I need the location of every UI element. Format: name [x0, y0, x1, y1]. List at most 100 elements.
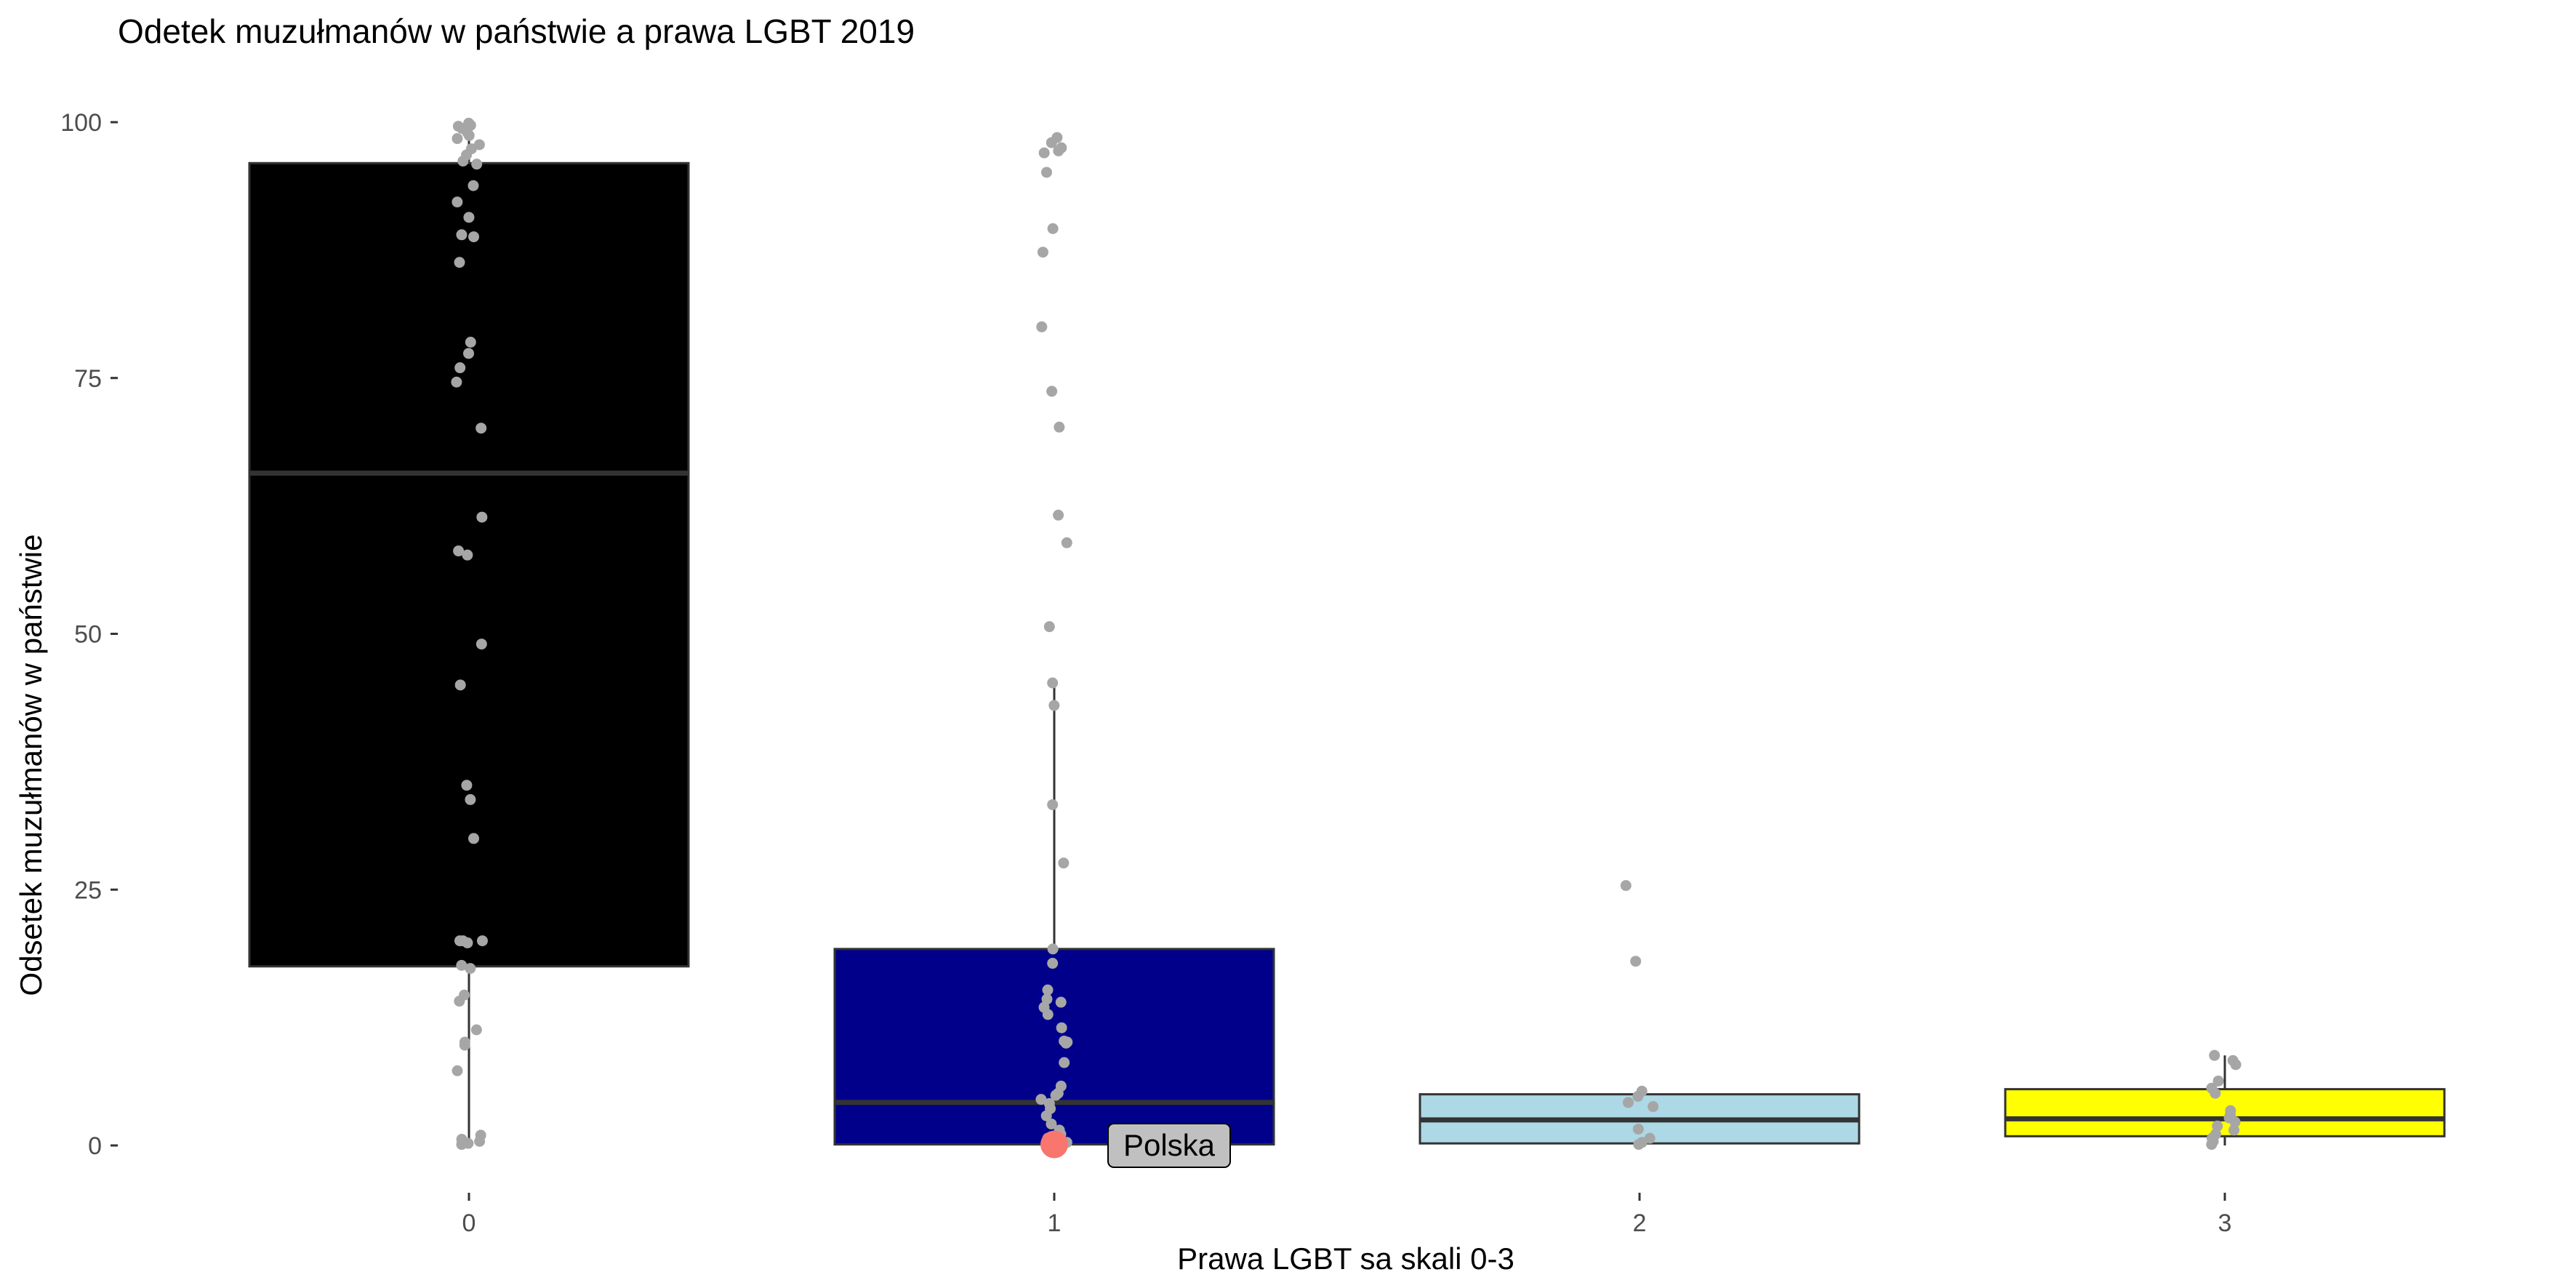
box: [2004, 1088, 2446, 1137]
data-point: [1058, 857, 1070, 869]
data-point: [1047, 958, 1059, 969]
y-tick-label: 0: [88, 1132, 102, 1160]
box: [248, 161, 690, 968]
data-point: [1036, 321, 1048, 332]
data-point: [457, 155, 469, 167]
data-point: [470, 1024, 482, 1036]
data-point: [1047, 677, 1059, 689]
data-point: [1041, 993, 1053, 1005]
data-point: [463, 212, 475, 223]
data-point: [1035, 1094, 1047, 1105]
data-point: [2206, 1139, 2218, 1151]
data-point: [476, 935, 488, 947]
data-point: [1630, 956, 1642, 967]
data-point: [1048, 700, 1060, 711]
data-point: [1620, 880, 1632, 892]
data-point: [1042, 1009, 1054, 1020]
data-point: [452, 1065, 463, 1076]
highlight-label-box: [1107, 1123, 1231, 1168]
data-point: [1648, 1101, 1659, 1113]
data-point: [454, 996, 465, 1007]
box: [833, 948, 1275, 1146]
data-point: [1040, 1110, 1052, 1121]
data-point: [1632, 1123, 1644, 1135]
chart-title: Odetek muzułmanów w państwie a prawa LGB…: [118, 12, 915, 50]
data-point: [468, 231, 480, 243]
data-point: [2212, 1075, 2224, 1087]
data-point: [1633, 1139, 1645, 1151]
data-point: [456, 229, 468, 241]
data-point: [1043, 621, 1055, 633]
data-point: [2209, 1049, 2220, 1061]
data-point: [1041, 167, 1053, 178]
data-point: [1060, 1037, 1072, 1049]
data-point: [465, 793, 476, 805]
data-point: [459, 1039, 470, 1051]
data-point: [465, 963, 476, 975]
data-point: [476, 423, 487, 434]
highlight-point: [1040, 1130, 1068, 1159]
data-point: [1046, 1118, 1057, 1129]
data-point: [2229, 1116, 2241, 1128]
data-point: [2230, 1059, 2242, 1071]
data-point: [465, 337, 476, 348]
data-point: [476, 511, 488, 523]
y-tick-label: 75: [74, 365, 102, 393]
data-point: [463, 129, 475, 141]
data-point: [1054, 421, 1065, 433]
x-axis: 0 1 2 3: [462, 1193, 2232, 1237]
data-point: [462, 937, 473, 948]
data-point: [1047, 943, 1059, 955]
data-point: [2228, 1124, 2240, 1136]
highlight-annotation: Polska: [1040, 1123, 1231, 1168]
data-point: [454, 679, 466, 691]
data-point: [2212, 1120, 2223, 1132]
y-axis: 0 25 50 75 100: [60, 109, 118, 1160]
data-point: [463, 348, 475, 359]
data-point: [454, 257, 465, 268]
y-tick-label: 25: [74, 876, 102, 904]
data-point: [456, 959, 468, 971]
data-point: [1055, 996, 1067, 1008]
data-point: [1053, 145, 1064, 156]
data-point: [1047, 223, 1059, 234]
data-point: [1037, 247, 1048, 258]
data-point: [1046, 385, 1058, 397]
data-point: [1053, 509, 1064, 521]
data-point: [2210, 1087, 2221, 1099]
y-axis-title: Odsetek muzułmanów w państwie: [14, 535, 48, 996]
data-point: [1038, 147, 1050, 159]
data-point: [453, 545, 465, 557]
data-point: [1050, 1089, 1062, 1101]
x-axis-title: Prawa LGBT sa skali 0-3: [1177, 1241, 1514, 1276]
data-point: [451, 376, 462, 388]
data-point: [1056, 1022, 1067, 1033]
data-point: [468, 180, 479, 191]
data-point: [476, 639, 487, 650]
data-point: [1061, 537, 1072, 548]
data-point: [1046, 137, 1057, 148]
data-point: [1047, 799, 1059, 810]
y-tick-label: 50: [74, 621, 102, 649]
data-point: [1632, 1090, 1644, 1102]
boxplots: [248, 123, 2446, 1146]
x-tick-label: 1: [1048, 1209, 1062, 1237]
data-point: [471, 159, 483, 170]
data-point: [461, 780, 473, 791]
x-tick-label: 3: [2218, 1209, 2232, 1237]
data-point: [474, 1135, 486, 1147]
data-point: [1622, 1097, 1634, 1108]
x-tick-label: 0: [462, 1209, 476, 1237]
data-point: [1059, 1057, 1070, 1068]
data-point: [452, 133, 463, 145]
data-point: [1042, 984, 1054, 996]
highlight-label: Polska: [1123, 1128, 1216, 1162]
data-point: [452, 196, 463, 208]
data-point: [456, 1139, 468, 1151]
data-point: [454, 362, 466, 374]
data-point: [468, 833, 480, 844]
x-tick-label: 2: [1633, 1209, 1647, 1237]
y-tick-label: 100: [60, 109, 102, 137]
jitter-points: [451, 117, 2242, 1151]
